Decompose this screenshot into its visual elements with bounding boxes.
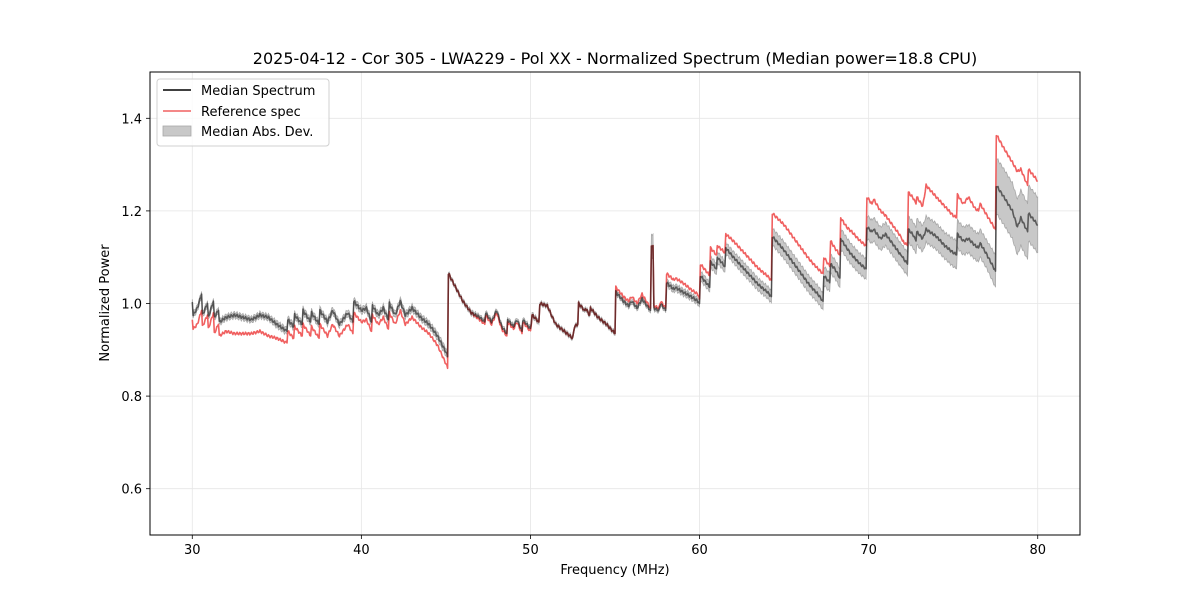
x-tick-label: 40 xyxy=(353,543,370,558)
x-tick-label: 50 xyxy=(522,543,539,558)
legend-mad-label: Median Abs. Dev. xyxy=(201,125,313,140)
legend-reference-label: Reference spec xyxy=(201,105,301,120)
grid xyxy=(150,72,1080,535)
y-tick-label: 1.4 xyxy=(121,112,142,127)
legend: Median Spectrum Reference spec Median Ab… xyxy=(156,78,330,147)
chart-title: 2025-04-12 - Cor 305 - LWA229 - Pol XX -… xyxy=(253,49,977,68)
y-tick-label: 0.8 xyxy=(121,390,142,405)
y-tick-label: 0.6 xyxy=(121,483,142,498)
y-tick-label: 1.0 xyxy=(121,298,142,313)
x-tick-label: 60 xyxy=(691,543,708,558)
legend-box xyxy=(156,78,330,147)
x-tick-label: 80 xyxy=(1029,543,1046,558)
legend-mad-swatch xyxy=(162,125,192,137)
y-axis: 0.6 0.8 1.0 1.2 1.4 xyxy=(121,112,150,498)
median-line-group xyxy=(191,185,1038,358)
y-axis-label: Normalized Power xyxy=(98,244,113,362)
x-axis: 30 40 50 60 70 80 xyxy=(184,535,1046,558)
median-spectrum-line xyxy=(191,185,1038,358)
legend-median-label: Median Spectrum xyxy=(201,84,315,99)
y-tick-label: 1.2 xyxy=(121,205,142,220)
x-axis-label: Frequency (MHz) xyxy=(560,563,669,578)
x-tick-label: 30 xyxy=(184,543,201,558)
x-tick-label: 70 xyxy=(860,543,877,558)
